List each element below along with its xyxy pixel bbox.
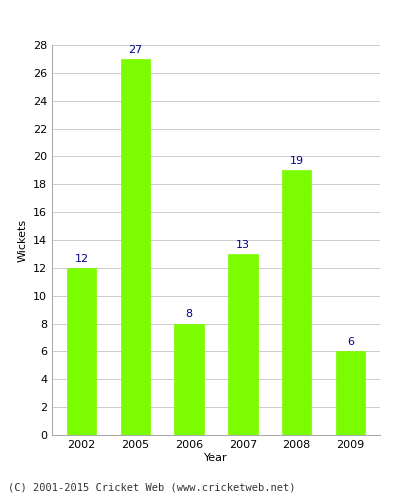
Text: 6: 6 [347, 337, 354, 347]
X-axis label: Year: Year [204, 452, 228, 462]
Bar [174, 324, 204, 435]
Text: 12: 12 [75, 254, 89, 264]
Text: 19: 19 [290, 156, 304, 166]
Bar [121, 59, 150, 435]
Text: 8: 8 [186, 310, 193, 320]
Y-axis label: Wickets: Wickets [17, 218, 27, 262]
Bar [228, 254, 258, 435]
Bar [336, 352, 365, 435]
Text: (C) 2001-2015 Cricket Web (www.cricketweb.net): (C) 2001-2015 Cricket Web (www.cricketwe… [8, 482, 296, 492]
Bar [67, 268, 96, 435]
Bar [282, 170, 311, 435]
Text: 27: 27 [128, 45, 142, 55]
Text: 13: 13 [236, 240, 250, 250]
